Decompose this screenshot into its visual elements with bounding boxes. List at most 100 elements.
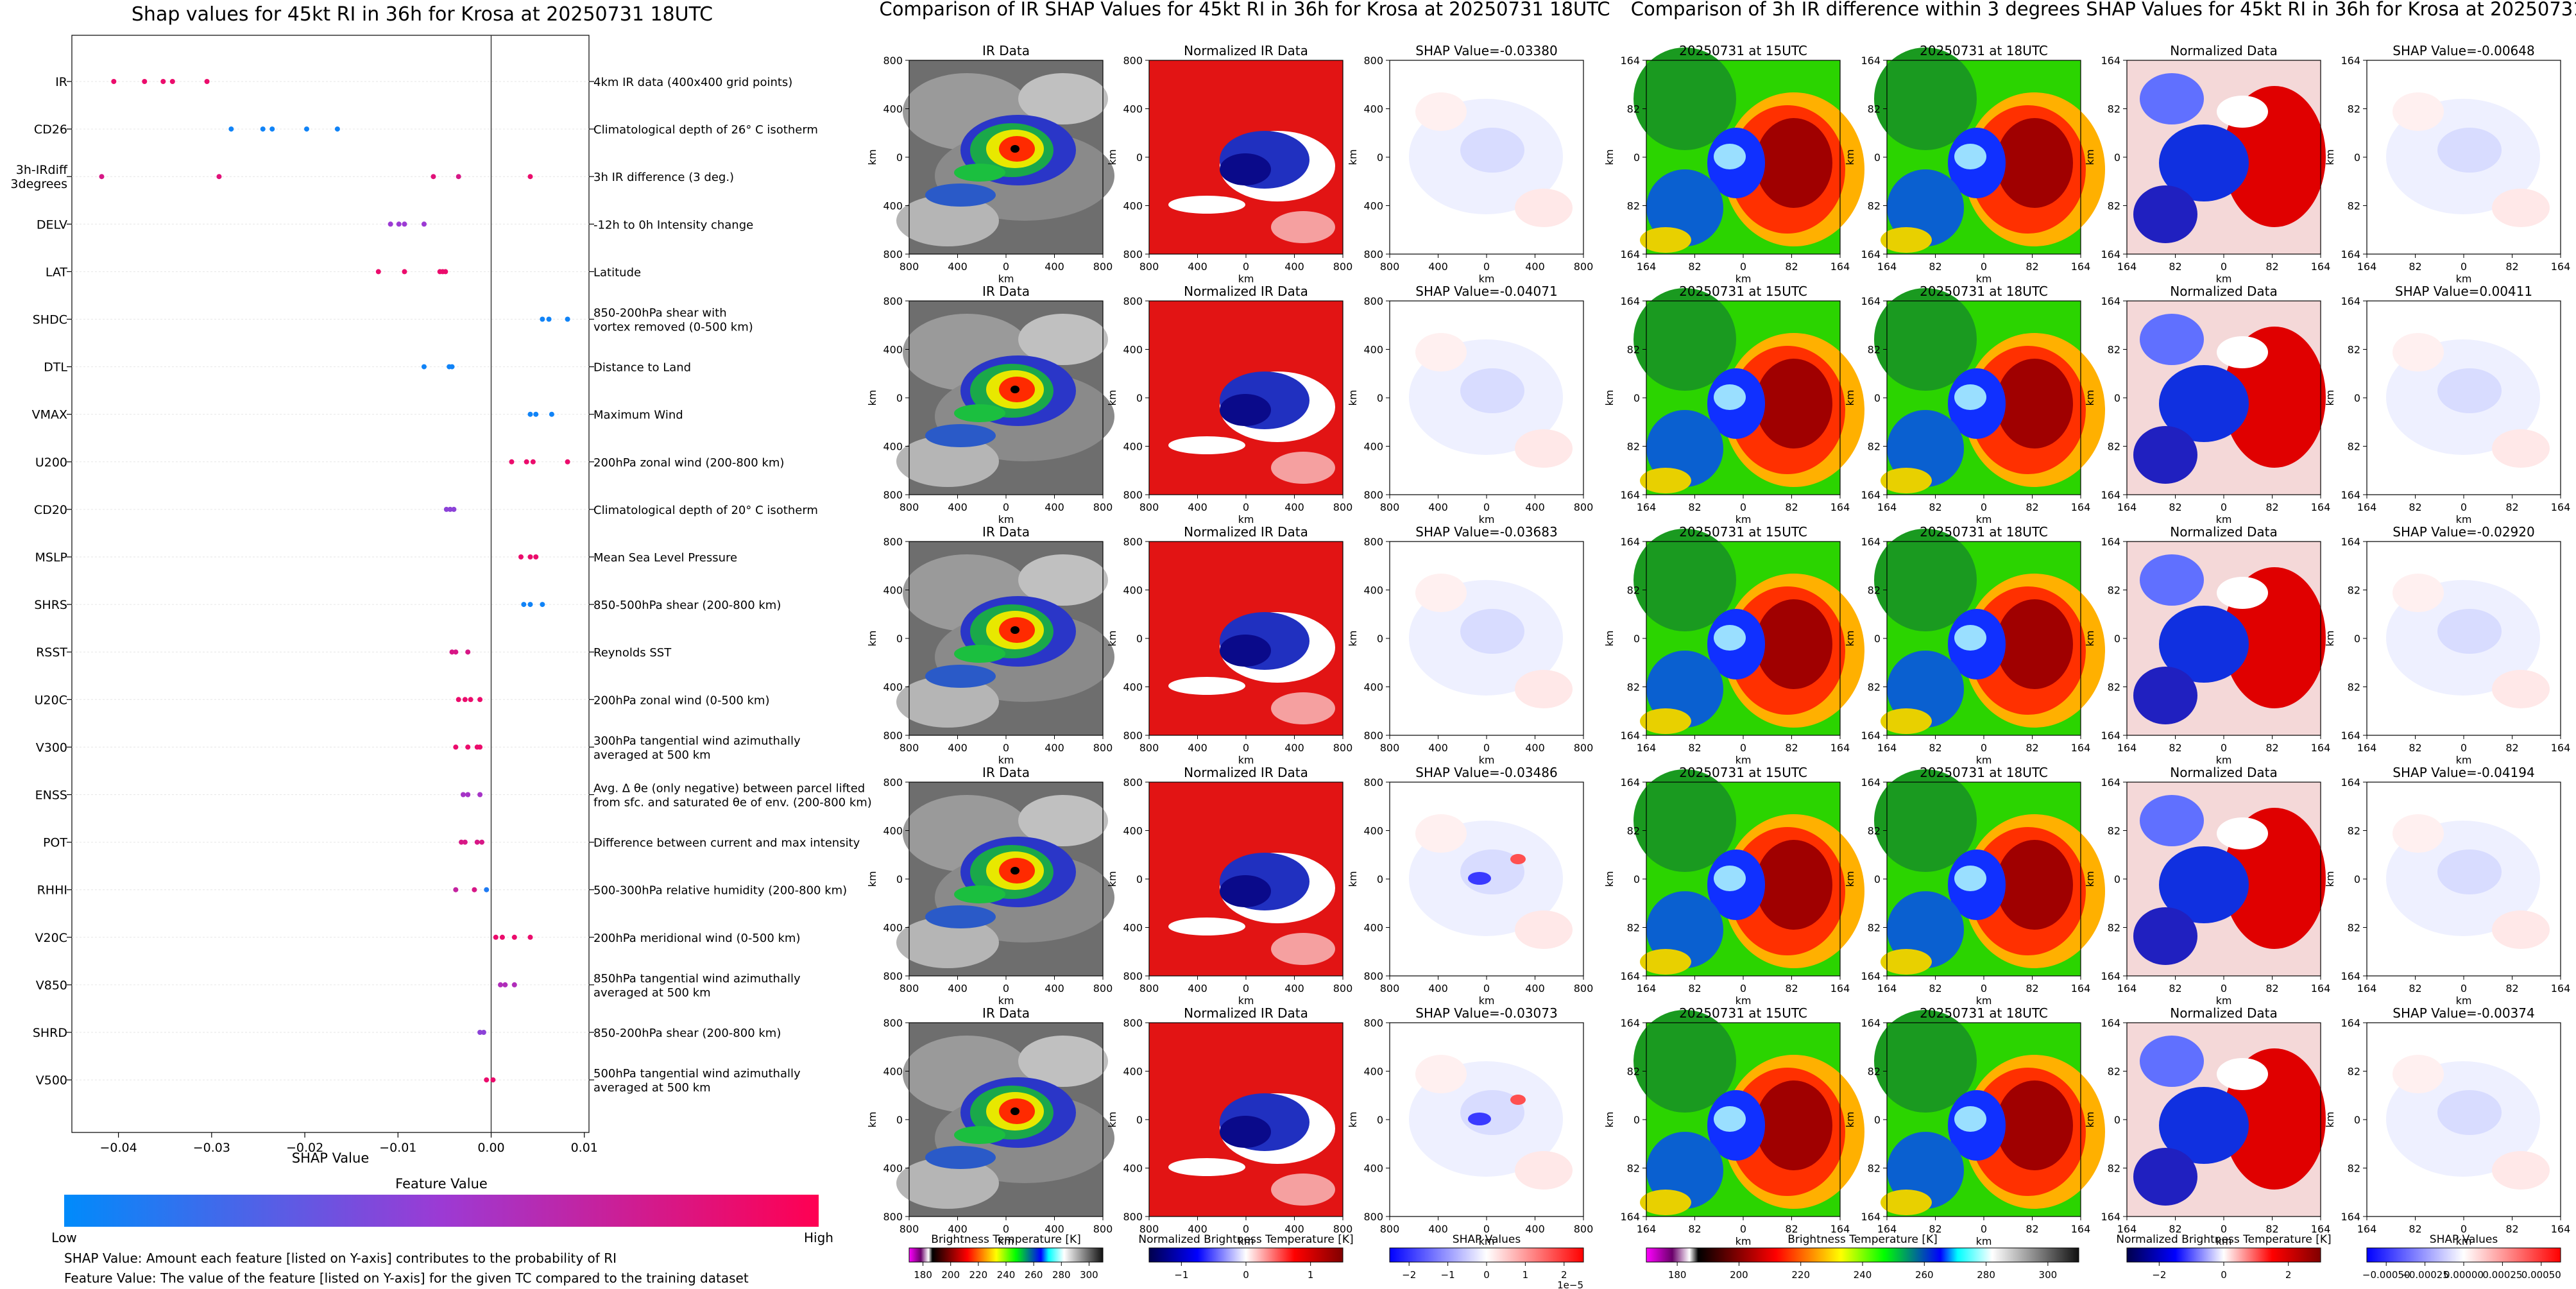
shap-point <box>431 174 436 180</box>
y-tick-label: 82 <box>2108 344 2120 356</box>
shap-blob <box>1515 670 1573 708</box>
y-tick-label: 800 <box>1123 248 1143 260</box>
feature-name-label: V500 <box>36 1073 67 1088</box>
y-tick-label: 82 <box>1868 922 1881 934</box>
y-tick-label: 800 <box>883 1017 903 1029</box>
map-panel-r4-c2: Normalized IR Data8008004004000040040080… <box>1106 765 1352 1007</box>
y-axis-label: km <box>1106 871 1118 887</box>
shap-point <box>490 1077 496 1083</box>
shap-point <box>511 982 517 987</box>
x-tick-label: 164 <box>2117 260 2137 273</box>
shap-point <box>527 554 533 559</box>
bwr-band <box>2140 73 2204 124</box>
cloud-band <box>896 917 999 968</box>
x-tick-label: 164 <box>1877 501 1897 513</box>
shap-blob <box>2492 189 2550 227</box>
diff-band <box>1755 599 1832 689</box>
x-tick-label: 0 <box>2461 501 2467 513</box>
x-tick-label: 400 <box>1045 982 1064 994</box>
x-axis-label: km <box>998 994 1014 1007</box>
colorbar-tick-label: 220 <box>969 1269 988 1281</box>
shap-point <box>565 316 570 322</box>
x-tick-label: 800 <box>900 260 919 273</box>
x-tick-label: 164 <box>2357 260 2377 273</box>
y-axis-label: km <box>2084 631 2096 647</box>
rain-band <box>925 665 996 688</box>
y-tick-label: 164 <box>2101 970 2120 982</box>
bwr-band <box>2140 795 2204 846</box>
y-tick-label: 164 <box>2341 730 2360 742</box>
x-axis-label: km <box>2456 1235 2472 1247</box>
diff-band <box>1714 1106 1746 1132</box>
feature-description-label: from sfc. and saturated θe of env. (200-… <box>593 796 872 810</box>
x-tick-label: 164 <box>1637 742 1657 754</box>
y-tick-label: 82 <box>1868 103 1881 115</box>
map-colorbars: Brightness Temperature [K]180 200 220 240 26… <box>908 1233 2561 1289</box>
y-tick-label: 0 <box>1377 873 1383 885</box>
x-tick-label: 82 <box>2409 982 2421 994</box>
feature-description-label: averaged at 500 km <box>593 986 711 1000</box>
bwr-band <box>2159 365 2249 442</box>
colorbar-tick-label: 0.00025 <box>2482 1269 2522 1281</box>
colorbar-label: Brightness Temperature [K] <box>931 1233 1080 1246</box>
x-tick-label: 164 <box>2311 260 2331 273</box>
y-tick-label: 164 <box>1861 295 1881 307</box>
shap-point <box>530 459 536 465</box>
y-tick-label: 400 <box>1123 1163 1143 1175</box>
shap-point <box>169 79 175 84</box>
x-tick-label: 400 <box>948 742 968 754</box>
y-tick-label: 800 <box>1123 776 1143 789</box>
colorbar-tick-label: 2 <box>2285 1269 2292 1281</box>
x-tick-label: 800 <box>1139 501 1159 513</box>
shap-point <box>484 1077 490 1083</box>
y-tick-label: 0 <box>1633 1114 1640 1126</box>
y-tick-label: 400 <box>1123 1066 1143 1078</box>
x-tick-label: 164 <box>2551 1223 2571 1235</box>
x-tick-label: 82 <box>2169 260 2181 273</box>
rain-band <box>925 905 996 928</box>
shap-point <box>511 934 517 940</box>
panel-title: Normalized IR Data <box>1184 524 1308 540</box>
colorbar-tick-label: 180 <box>914 1269 932 1281</box>
feature-description-label: averaged at 500 km <box>593 748 711 762</box>
shap-point <box>502 982 508 987</box>
colorbar-tick-label: 0.00000 <box>2444 1269 2484 1281</box>
x-tick-label: 82 <box>2265 501 2278 513</box>
colorbar-tick-label: 260 <box>1915 1269 1934 1281</box>
y-tick-label: 400 <box>1123 922 1143 934</box>
panel-title: Normalized Data <box>2170 284 2278 299</box>
shap-point <box>484 887 490 892</box>
colorbar-tick-label: 1 <box>1308 1269 1314 1281</box>
y-tick-label: 164 <box>1861 248 1881 260</box>
y-tick-label: 800 <box>883 970 903 982</box>
shap-blob <box>1415 92 1467 131</box>
x-tick-label: 164 <box>1877 982 1897 994</box>
shap-point <box>493 934 499 940</box>
x-tick-label: 400 <box>1045 1223 1064 1235</box>
y-tick-label: 164 <box>2341 248 2360 260</box>
colorbar-low-label: Low <box>51 1230 76 1245</box>
y-tick-label: 0 <box>1136 392 1143 404</box>
y-tick-label: 400 <box>1363 922 1383 934</box>
y-tick-label: 400 <box>1123 441 1143 453</box>
x-tick-label: 164 <box>2311 982 2331 994</box>
feature-description-label: vortex removed (0-500 km) <box>593 321 753 334</box>
x-tick-label: 800 <box>1380 260 1400 273</box>
x-tick-label: 800 <box>1333 742 1353 754</box>
diff-band <box>1954 866 1986 891</box>
x-tick-label: 400 <box>1428 742 1448 754</box>
x-tick-label: 400 <box>1428 260 1448 273</box>
feature-name-label: SHRD <box>33 1026 67 1040</box>
x-tick-label: 164 <box>1637 501 1657 513</box>
x-tick-label: 400 <box>1045 501 1064 513</box>
map-panel-r5-c3: SHAP Value=-0.03073800800400400004004008… <box>1347 1005 1593 1247</box>
x-tick-label: 164 <box>1830 742 1850 754</box>
feature-description-label: Difference between current and max inten… <box>593 837 860 850</box>
x-tick-label: 0 <box>1003 982 1009 994</box>
y-tick-label: 400 <box>1363 200 1383 212</box>
x-tick-label: 400 <box>1284 1223 1304 1235</box>
y-tick-label: 82 <box>2348 825 2360 837</box>
feature-name-label: V20C <box>35 931 67 945</box>
x-tick-label: 800 <box>1574 742 1594 754</box>
